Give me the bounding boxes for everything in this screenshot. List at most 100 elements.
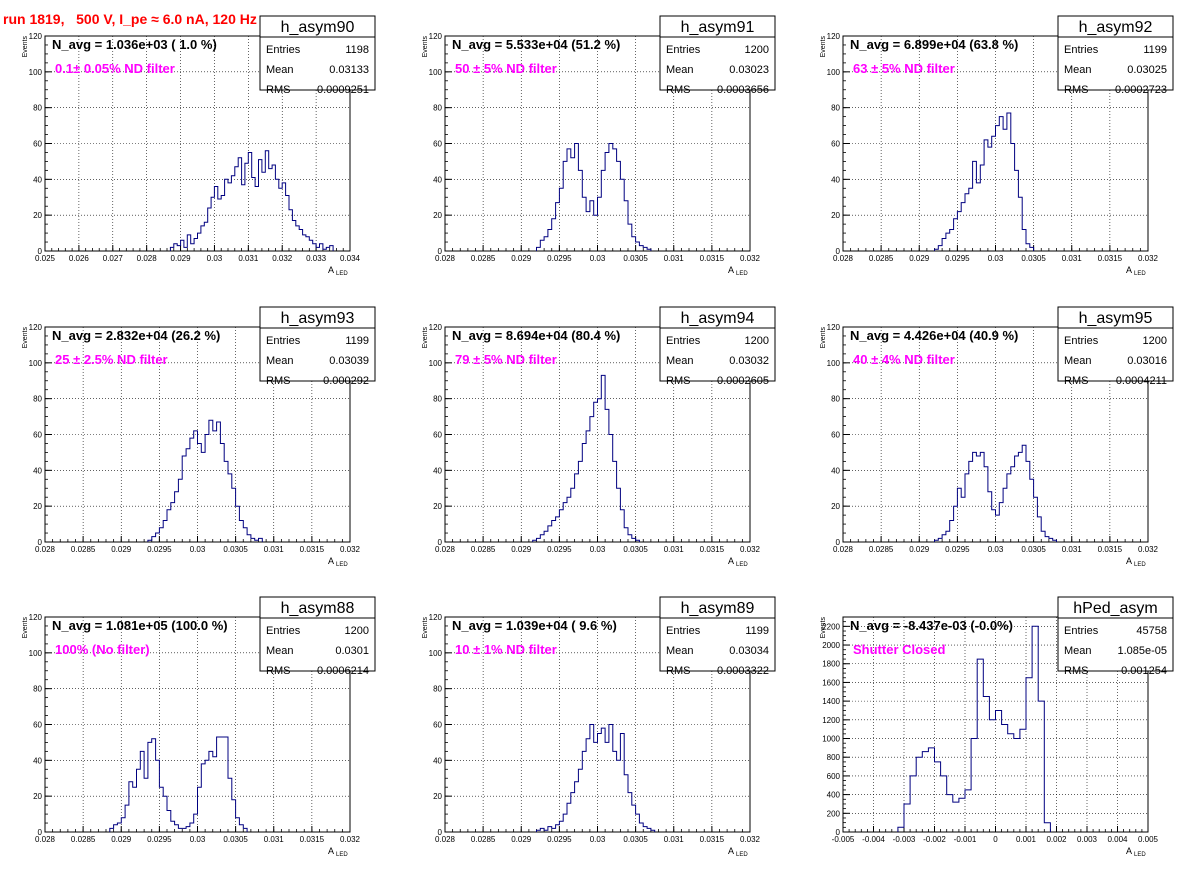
y-tick-label: 40 xyxy=(433,466,442,475)
stats-value-entries: 1200 xyxy=(745,335,769,347)
x-axis-label-sub: LED xyxy=(1134,271,1146,277)
y-tick-label: 20 xyxy=(831,502,840,511)
y-tick-label: 120 xyxy=(429,613,443,622)
x-tick-label: 0.031 xyxy=(664,545,685,554)
stats-value-mean: 0.03034 xyxy=(729,645,769,657)
x-tick-label: 0.0295 xyxy=(547,835,572,844)
x-tick-label: 0.028 xyxy=(435,835,456,844)
x-tick-label: 0.028 xyxy=(35,835,56,844)
stats-value-mean: 0.03016 xyxy=(1127,355,1167,367)
stats-value-entries: 1199 xyxy=(745,625,769,637)
x-tick-label: 0.028 xyxy=(833,545,854,554)
x-tick-label: 0.004 xyxy=(1107,835,1128,844)
y-tick-label: 80 xyxy=(33,104,42,113)
y-tick-label: 40 xyxy=(33,466,42,475)
navg-title: N_avg = 6.899e+04 (63.8 %) xyxy=(850,37,1018,52)
y-tick-label: 40 xyxy=(831,175,840,184)
y-tick-label: 1800 xyxy=(822,660,840,669)
hist-name: hPed_asym xyxy=(1073,600,1158,617)
stats-value-mean: 0.0301 xyxy=(335,645,369,657)
y-tick-label: 60 xyxy=(831,431,840,440)
x-axis-label-sub: LED xyxy=(336,271,348,277)
stats-value-rms: 0.0004211 xyxy=(1116,375,1167,387)
stats-value-entries: 1199 xyxy=(1143,44,1167,56)
navg-title: N_avg = 1.039e+04 ( 9.6 %) xyxy=(452,618,617,633)
x-tick-label: 0.0285 xyxy=(71,835,96,844)
stats-box xyxy=(1057,15,1174,91)
y-tick-label: 80 xyxy=(33,395,42,404)
x-axis-label-sub: LED xyxy=(736,562,748,568)
y-tick-label: 120 xyxy=(827,32,841,41)
navg-title: N_avg = 2.832e+04 (26.2 %) xyxy=(52,328,220,343)
x-tick-label: 0.0295 xyxy=(945,545,970,554)
y-axis-label: Events xyxy=(820,617,827,639)
y-tick-label: 20 xyxy=(433,502,442,511)
y-tick-label: 600 xyxy=(827,772,841,781)
x-tick-label: 0.0305 xyxy=(223,545,248,554)
stats-label-rms: RMS xyxy=(266,665,290,677)
histogram-outline xyxy=(169,150,334,251)
filter-label: 0.1± 0.05% ND filter xyxy=(55,61,175,76)
histogram-outline xyxy=(934,444,1057,542)
x-axis-label: A xyxy=(728,265,734,275)
x-tick-label: 0.0295 xyxy=(945,254,970,263)
stats-label-mean: Mean xyxy=(266,64,294,76)
stats-label-mean: Mean xyxy=(1064,64,1092,76)
x-tick-label: 0.0305 xyxy=(223,835,248,844)
x-tick-label: 0.033 xyxy=(306,254,327,263)
y-tick-label: 120 xyxy=(429,323,443,332)
x-tick-label: 0.031 xyxy=(1062,545,1083,554)
x-tick-label: 0.03 xyxy=(590,254,606,263)
y-axis-label: Events xyxy=(22,36,29,58)
y-tick-label: 0 xyxy=(836,828,841,837)
stats-label-rms: RMS xyxy=(1064,84,1088,96)
x-tick-label: 0.005 xyxy=(1138,835,1159,844)
x-axis-label: A xyxy=(328,265,334,275)
histogram-panel-h_asym91: 0.028 0.0285 0.029 0.0295 0.03 0.0305 0.031 0.0… xyxy=(422,15,776,277)
y-tick-label: 120 xyxy=(29,323,43,332)
x-axis-label: A xyxy=(728,846,734,856)
stats-value-mean: 1.085e-05 xyxy=(1117,645,1167,657)
x-tick-label: 0.026 xyxy=(69,254,90,263)
x-tick-label: 0.03 xyxy=(988,545,1004,554)
stats-value-entries: 1200 xyxy=(745,44,769,56)
stats-value-entries: 1198 xyxy=(345,44,369,56)
stats-label-mean: Mean xyxy=(1064,355,1092,367)
y-tick-label: 0 xyxy=(438,247,443,256)
x-axis-label: A xyxy=(1126,265,1132,275)
y-tick-label: 60 xyxy=(433,431,442,440)
histogram-panel-h_asym88: 0.028 0.0285 0.029 0.0295 0.03 0.0305 0.031 0.0… xyxy=(22,596,376,858)
x-tick-label: -0.004 xyxy=(862,835,885,844)
stats-label-rms: RMS xyxy=(266,375,290,387)
stats-label-rms: RMS xyxy=(1064,665,1088,677)
y-tick-label: 1000 xyxy=(822,735,840,744)
y-tick-label: 120 xyxy=(29,32,43,41)
x-tick-label: 0.0315 xyxy=(700,545,725,554)
histogram-outline xyxy=(934,112,1035,251)
y-tick-label: 40 xyxy=(831,466,840,475)
hist-name: h_asym88 xyxy=(281,600,355,617)
stats-label-mean: Mean xyxy=(266,355,294,367)
x-axis-label-sub: LED xyxy=(336,562,348,568)
histogram-panel-h_asym90: 0.025 0.026 0.027 0.028 0.029 0.03 0.031 0.032 0… xyxy=(22,15,376,277)
x-tick-label: 0.029 xyxy=(511,254,532,263)
x-tick-label: 0.031 xyxy=(238,254,259,263)
hist-name: h_asym95 xyxy=(1079,310,1153,327)
stats-value-rms: 0.0002605 xyxy=(717,375,769,387)
x-tick-label: 0.029 xyxy=(111,835,132,844)
stats-value-mean: 0.03039 xyxy=(329,355,369,367)
stats-box xyxy=(259,306,376,382)
histogram-panel-h_asym89: 0.028 0.0285 0.029 0.0295 0.03 0.0305 0.031 0.0… xyxy=(422,596,776,858)
y-tick-label: 200 xyxy=(827,809,841,818)
y-tick-label: 80 xyxy=(33,685,42,694)
x-tick-label: 0.0295 xyxy=(147,545,172,554)
stats-label-rms: RMS xyxy=(666,375,690,387)
x-tick-label: 0.03 xyxy=(190,545,206,554)
x-tick-label: 0.032 xyxy=(272,254,293,263)
histogram-panel-h_asym92: 0.028 0.0285 0.029 0.0295 0.03 0.0305 0.031 0.0… xyxy=(820,15,1174,277)
stats-label-mean: Mean xyxy=(266,645,294,657)
y-tick-label: 120 xyxy=(429,32,443,41)
x-tick-label: 0.03 xyxy=(207,254,223,263)
x-tick-label: 0.029 xyxy=(111,545,132,554)
x-tick-label: 0.029 xyxy=(909,545,930,554)
